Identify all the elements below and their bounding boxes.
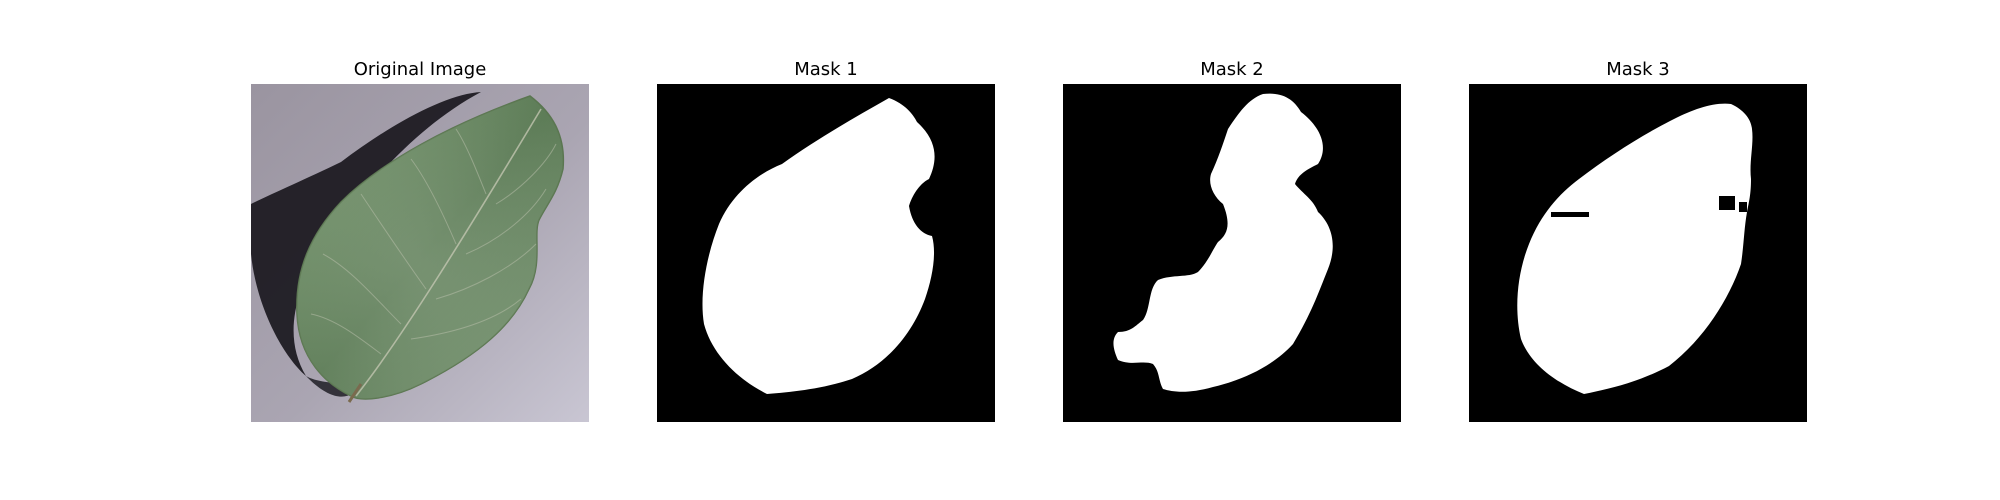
- panel-original-image: Original Image: [251, 56, 589, 422]
- mask-3-region: [1517, 103, 1753, 394]
- mask-2-region: [1113, 93, 1333, 392]
- panel-title-mask-3: Mask 3: [1606, 59, 1670, 80]
- panel-mask-3: Mask 3: [1469, 56, 1807, 422]
- panel-title-original: Original Image: [353, 59, 487, 80]
- mask-1-region: [702, 98, 935, 394]
- mask-3-notch-right-edge: [1739, 202, 1747, 212]
- mask-1-image: [657, 84, 995, 422]
- panel-mask-1: Mask 1: [657, 56, 995, 422]
- panel-title-mask-1: Mask 1: [794, 59, 858, 80]
- mask-3-image: [1469, 84, 1807, 422]
- mask-2-image: [1063, 84, 1401, 422]
- leaf-photo: [251, 84, 589, 422]
- mask-3-notch-left: [1551, 212, 1589, 217]
- panel-mask-2: Mask 2: [1063, 56, 1401, 422]
- mask-3-notch-right: [1719, 196, 1735, 210]
- panel-title-mask-2: Mask 2: [1200, 59, 1264, 80]
